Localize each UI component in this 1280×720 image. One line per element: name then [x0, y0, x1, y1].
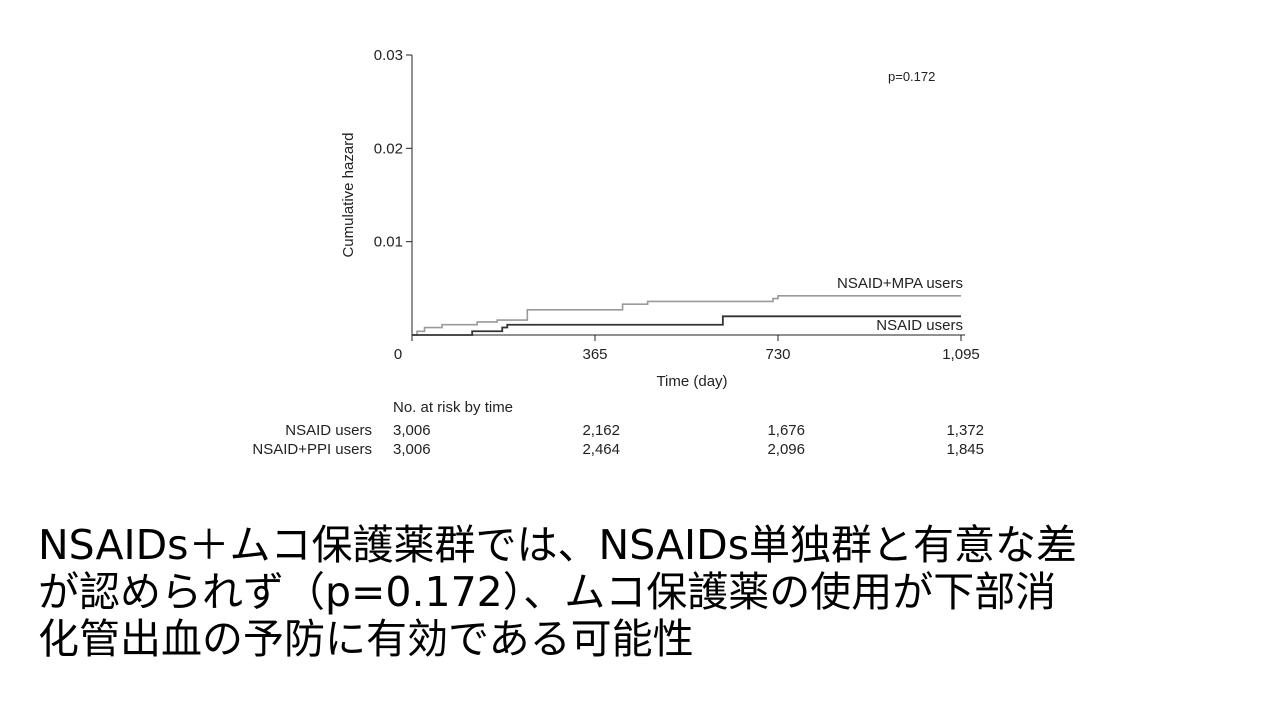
series-label-nsaid: NSAID users [876, 317, 963, 334]
risk-table: No. at risk by time NSAID users NSAID+PP… [252, 399, 984, 458]
p-value-annotation: p=0.172 [888, 69, 935, 84]
series-line-nsaid-mpa [412, 295, 961, 336]
risk-cell: 2,162 [582, 422, 620, 439]
x-tick-label: 730 [765, 346, 790, 363]
series-label-nsaid-mpa: NSAID+MPA users [837, 275, 963, 292]
risk-row-label: NSAID+PPI users [252, 441, 372, 458]
risk-cell: 3,006 [393, 441, 431, 458]
x-tick-label: 365 [582, 346, 607, 363]
series-group [412, 295, 961, 336]
x-tick-label: 1,095 [942, 346, 980, 363]
caption-line: NSAIDs＋ムコ保護薬群では、NSAIDs単独群と有意な差 [38, 521, 1078, 569]
risk-cell: 3,006 [393, 422, 431, 439]
caption-line: が認められず（p=0.172）、ムコ保護薬の使用が下部消 [38, 568, 1057, 616]
ticks: 0.01 0.02 0.03 0 365 730 1,095 [374, 47, 980, 363]
risk-cell: 1,676 [767, 422, 805, 439]
y-tick-label: 0.02 [374, 140, 403, 157]
y-axis-title: Cumulative hazard [340, 132, 357, 257]
risk-cell: 2,464 [582, 441, 620, 458]
risk-cell: 1,845 [946, 441, 984, 458]
x-axis-title: Time (day) [656, 373, 727, 390]
caption-line: 化管出血の予防に有効である可能性 [38, 615, 694, 663]
x-tick-label: 0 [394, 346, 402, 363]
risk-row-label: NSAID users [285, 422, 372, 439]
axes [411, 55, 965, 337]
y-tick-label: 0.01 [374, 234, 403, 251]
y-tick-label: 0.03 [374, 47, 403, 64]
risk-cell: 2,096 [767, 441, 805, 458]
series-line-nsaid [412, 315, 961, 336]
km-chart: 0.01 0.02 0.03 0 365 730 1,095 Cumulative haza… [252, 47, 984, 458]
slide-caption: NSAIDs＋ムコ保護薬群では、NSAIDs単独群と有意な差 が認められず（p=… [38, 522, 1268, 663]
risk-table-title: No. at risk by time [393, 399, 513, 416]
risk-cell: 1,372 [946, 422, 984, 439]
